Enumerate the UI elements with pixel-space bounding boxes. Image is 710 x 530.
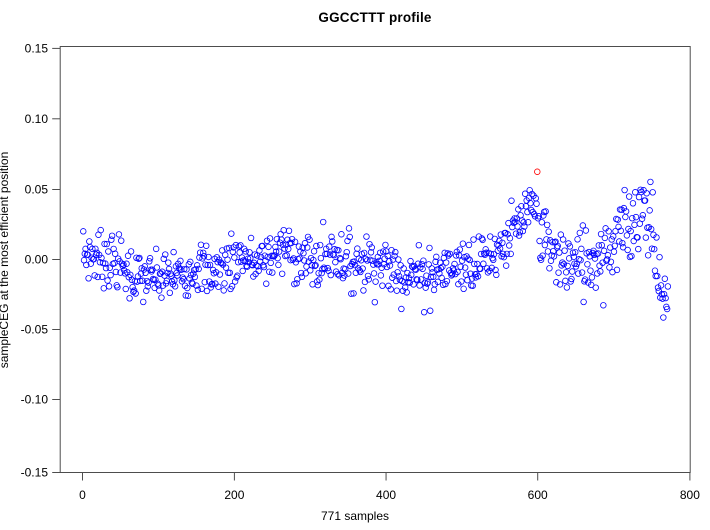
svg-text:0.10: 0.10 [25, 112, 49, 126]
svg-text:600: 600 [528, 488, 548, 502]
svg-text:-0.15: -0.15 [21, 466, 49, 480]
svg-text:800: 800 [680, 488, 700, 502]
svg-text:-0.05: -0.05 [21, 323, 49, 337]
svg-text:0.05: 0.05 [25, 183, 49, 197]
svg-text:400: 400 [376, 488, 396, 502]
svg-text:0.00: 0.00 [25, 253, 49, 267]
svg-text:0.15: 0.15 [25, 42, 49, 56]
svg-text:-0.10: -0.10 [21, 393, 49, 407]
svg-text:200: 200 [224, 488, 244, 502]
svg-text:0: 0 [79, 488, 86, 502]
